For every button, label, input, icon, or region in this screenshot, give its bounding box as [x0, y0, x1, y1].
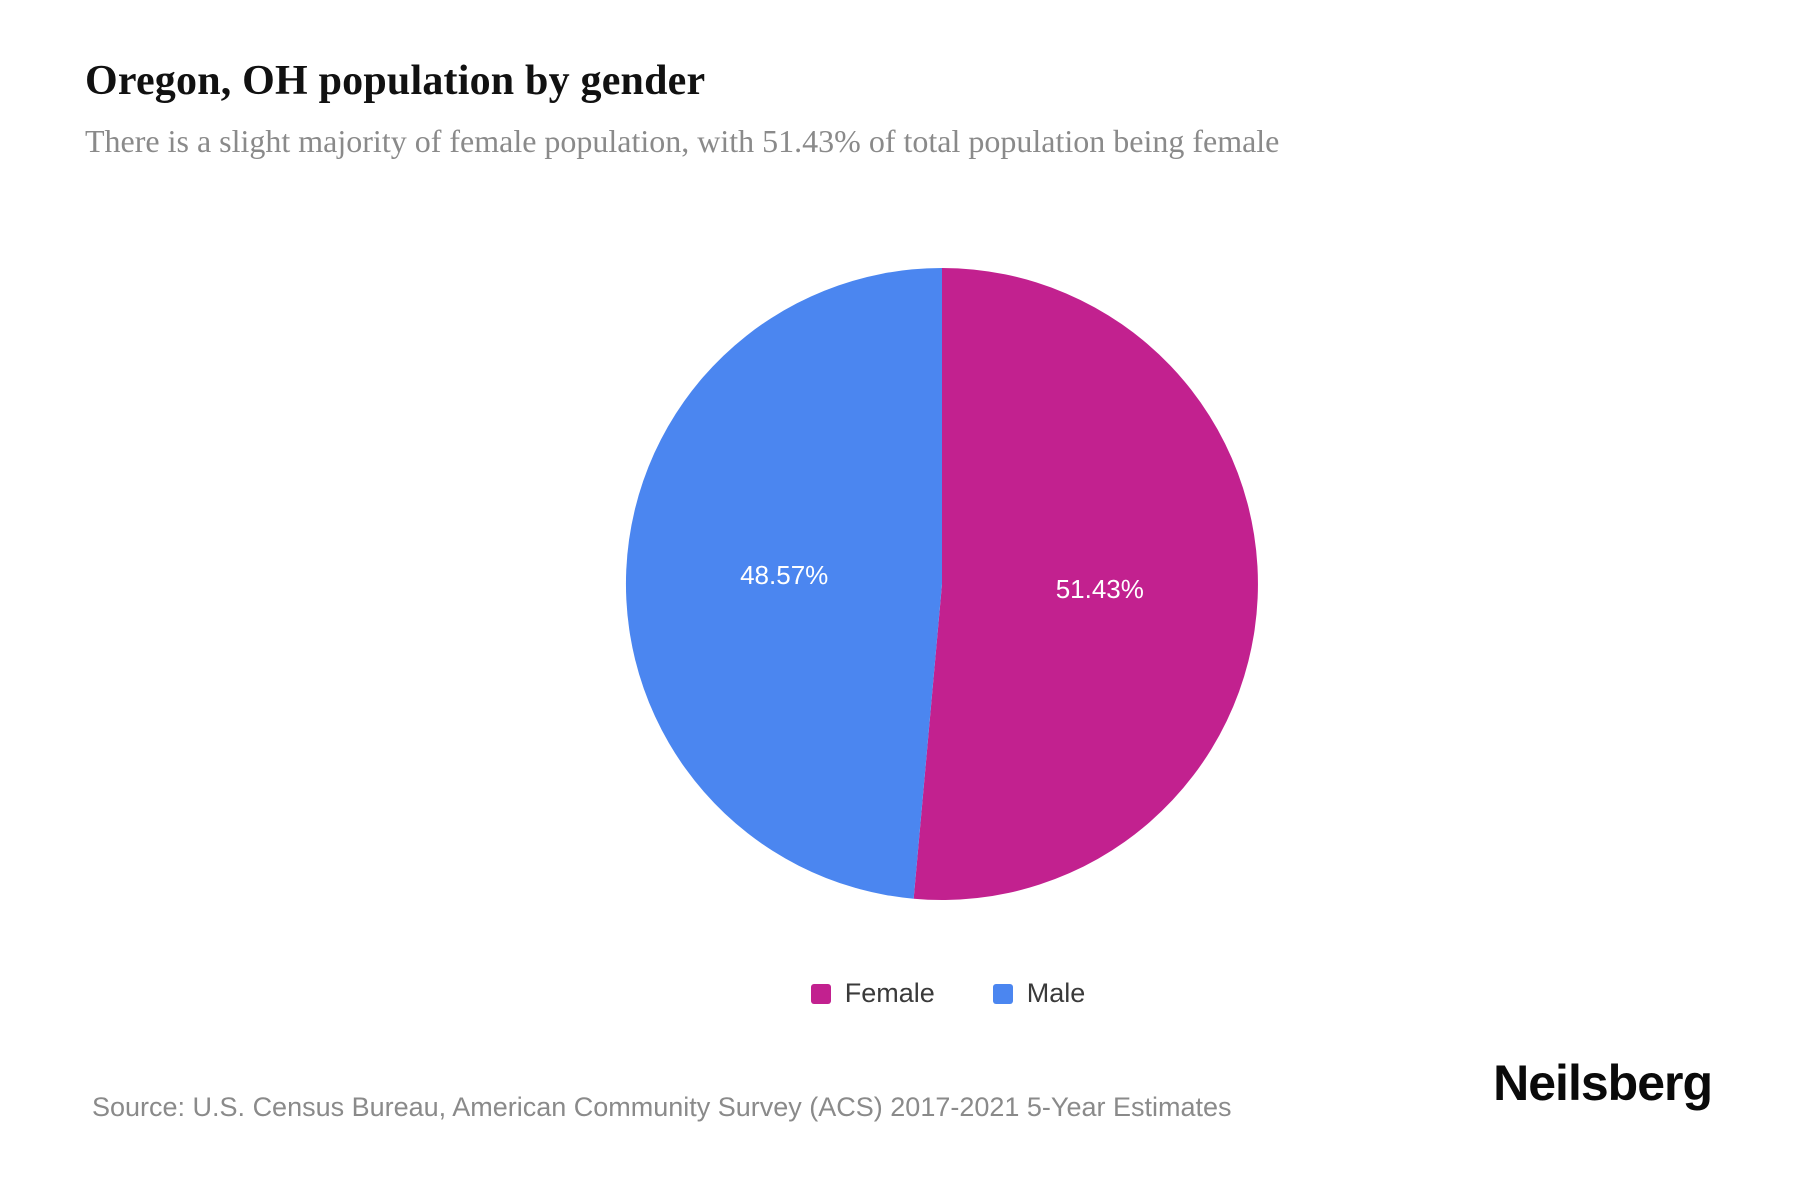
slice-label-male: 48.57% — [740, 560, 828, 590]
slice-label-female: 51.43% — [1056, 574, 1144, 604]
page-title: Oregon, OH population by gender — [85, 58, 706, 104]
legend-item-male[interactable]: Male — [992, 978, 1086, 1009]
pie-slice-male[interactable] — [625, 267, 942, 899]
legend-label-male: Male — [1026, 978, 1086, 1008]
pie-slice-female[interactable] — [913, 268, 1258, 900]
legend-item-female[interactable]: Female — [810, 978, 935, 1009]
legend: Female Male — [48, 978, 1800, 1009]
pie-chart[interactable]: 51.43% 48.57% — [612, 254, 1272, 914]
male-swatch-icon — [992, 983, 1013, 1004]
neilsberg-logo: Neilsberg — [1493, 1055, 1713, 1111]
legend-label-female: Female — [844, 978, 935, 1008]
source-text: Source: U.S. Census Bureau, American Com… — [92, 1092, 1232, 1122]
chart-subtitle: There is a slight majority of female pop… — [85, 123, 1280, 159]
female-swatch-icon — [810, 983, 831, 1004]
pie-chart-area: 51.43% 48.57% — [612, 254, 1272, 914]
